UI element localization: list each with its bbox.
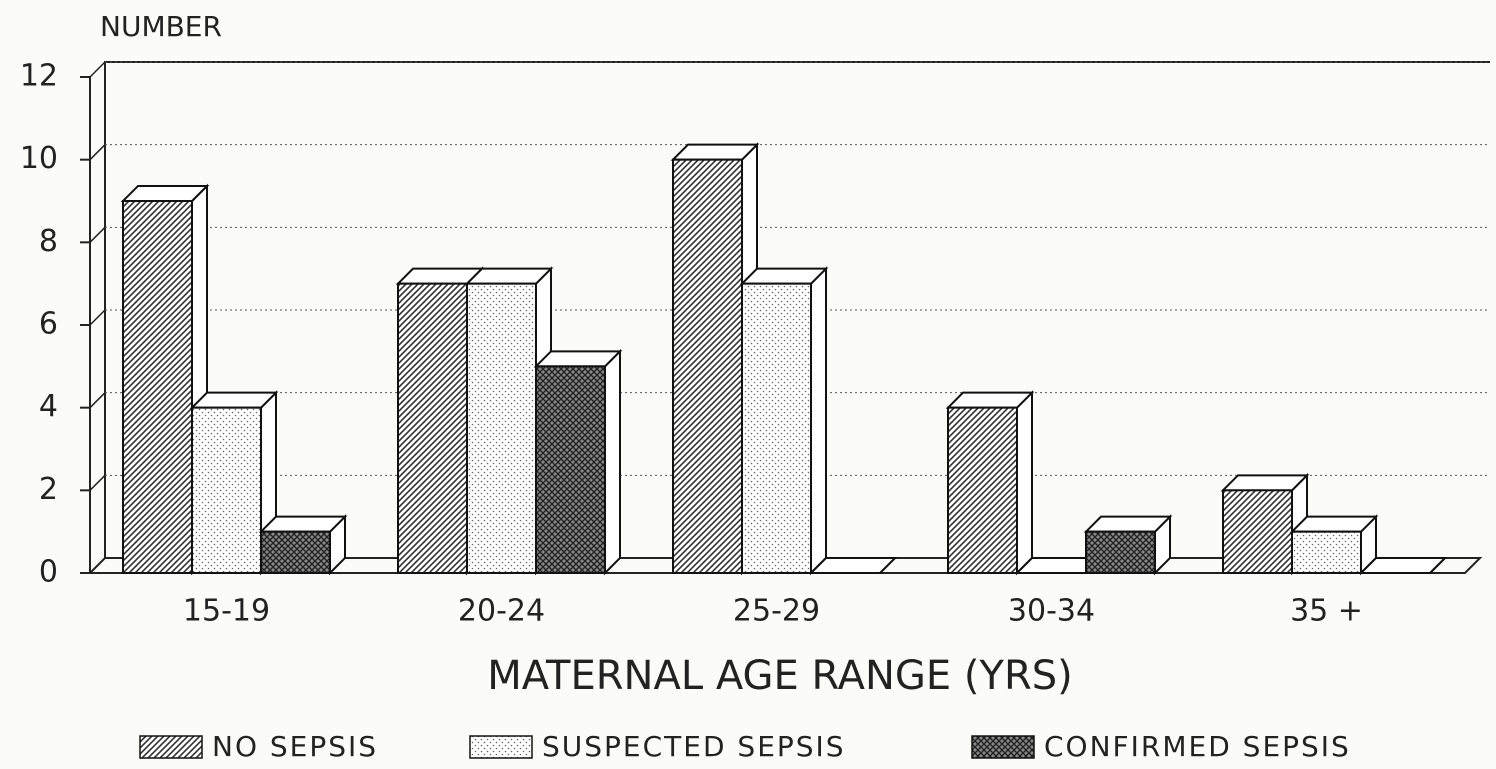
x-tick-label: 35 + bbox=[1290, 594, 1363, 629]
bar-front bbox=[466, 282, 537, 574]
bar bbox=[739, 266, 829, 576]
bar-top bbox=[945, 391, 1035, 409]
x-tick-label: 25-29 bbox=[733, 594, 820, 629]
bar-front bbox=[535, 365, 606, 575]
legend-swatch bbox=[469, 735, 533, 759]
bar-side bbox=[1016, 390, 1033, 576]
y-tick-label: 6 bbox=[39, 307, 58, 342]
y-tick-label: 4 bbox=[39, 389, 58, 424]
bar-top bbox=[533, 350, 623, 368]
legend-label: CONFIRMED SEPSIS bbox=[1044, 730, 1351, 763]
bar-front bbox=[1085, 530, 1156, 575]
bar bbox=[1358, 557, 1448, 574]
y-tick-label: 2 bbox=[39, 472, 58, 507]
diag-tick bbox=[89, 61, 106, 78]
bar-top bbox=[258, 515, 348, 533]
bar-front bbox=[1291, 530, 1362, 575]
y-tick-label: 12 bbox=[20, 59, 58, 94]
bar-side bbox=[604, 348, 621, 576]
diag-tick bbox=[89, 226, 106, 243]
bar-side bbox=[810, 266, 827, 576]
bar-top bbox=[464, 267, 554, 285]
bar-top bbox=[1220, 474, 1310, 492]
diag-tick bbox=[89, 557, 106, 574]
bar-front bbox=[1222, 489, 1293, 575]
bar-top bbox=[1358, 557, 1448, 574]
bar bbox=[258, 514, 348, 576]
legend-label: SUSPECTED SEPSIS bbox=[542, 730, 846, 763]
bar-top bbox=[739, 267, 829, 285]
y-tick-label: 0 bbox=[39, 555, 58, 590]
bar bbox=[533, 348, 623, 576]
x-tick-label: 20-24 bbox=[458, 594, 545, 629]
y-axis-label: NUMBER bbox=[100, 10, 222, 43]
bar-top bbox=[670, 143, 760, 161]
bar-front bbox=[741, 282, 812, 574]
bar-top bbox=[1289, 515, 1379, 533]
x-tick-label: 15-19 bbox=[183, 594, 270, 629]
bar-front bbox=[397, 282, 468, 574]
bar-front bbox=[672, 158, 743, 575]
legend-swatch bbox=[139, 735, 203, 759]
bar-front bbox=[947, 406, 1018, 574]
bar-top bbox=[808, 557, 898, 574]
x-axis-label: MATERNAL AGE RANGE (YRS) bbox=[487, 653, 1072, 699]
bar-front bbox=[122, 200, 193, 574]
bar bbox=[1220, 472, 1310, 576]
bar bbox=[1083, 514, 1173, 576]
diag-tick bbox=[89, 392, 106, 409]
legend-swatch bbox=[971, 735, 1035, 759]
bar-top bbox=[1083, 515, 1173, 533]
bar-front bbox=[260, 530, 331, 575]
x-tick-label: 30-34 bbox=[1008, 594, 1095, 629]
legend-label: NO SEPSIS bbox=[212, 730, 378, 763]
bar-top bbox=[189, 391, 279, 409]
diag-tick bbox=[89, 144, 106, 161]
bar bbox=[1289, 514, 1379, 576]
diag-tick bbox=[89, 309, 106, 326]
bar bbox=[945, 390, 1035, 576]
y-tick-label: 8 bbox=[39, 224, 58, 259]
bar-top bbox=[120, 185, 210, 202]
bar-front bbox=[191, 406, 262, 574]
y-tick-label: 10 bbox=[20, 141, 58, 176]
diag-tick bbox=[89, 474, 106, 491]
bar bbox=[808, 557, 898, 574]
